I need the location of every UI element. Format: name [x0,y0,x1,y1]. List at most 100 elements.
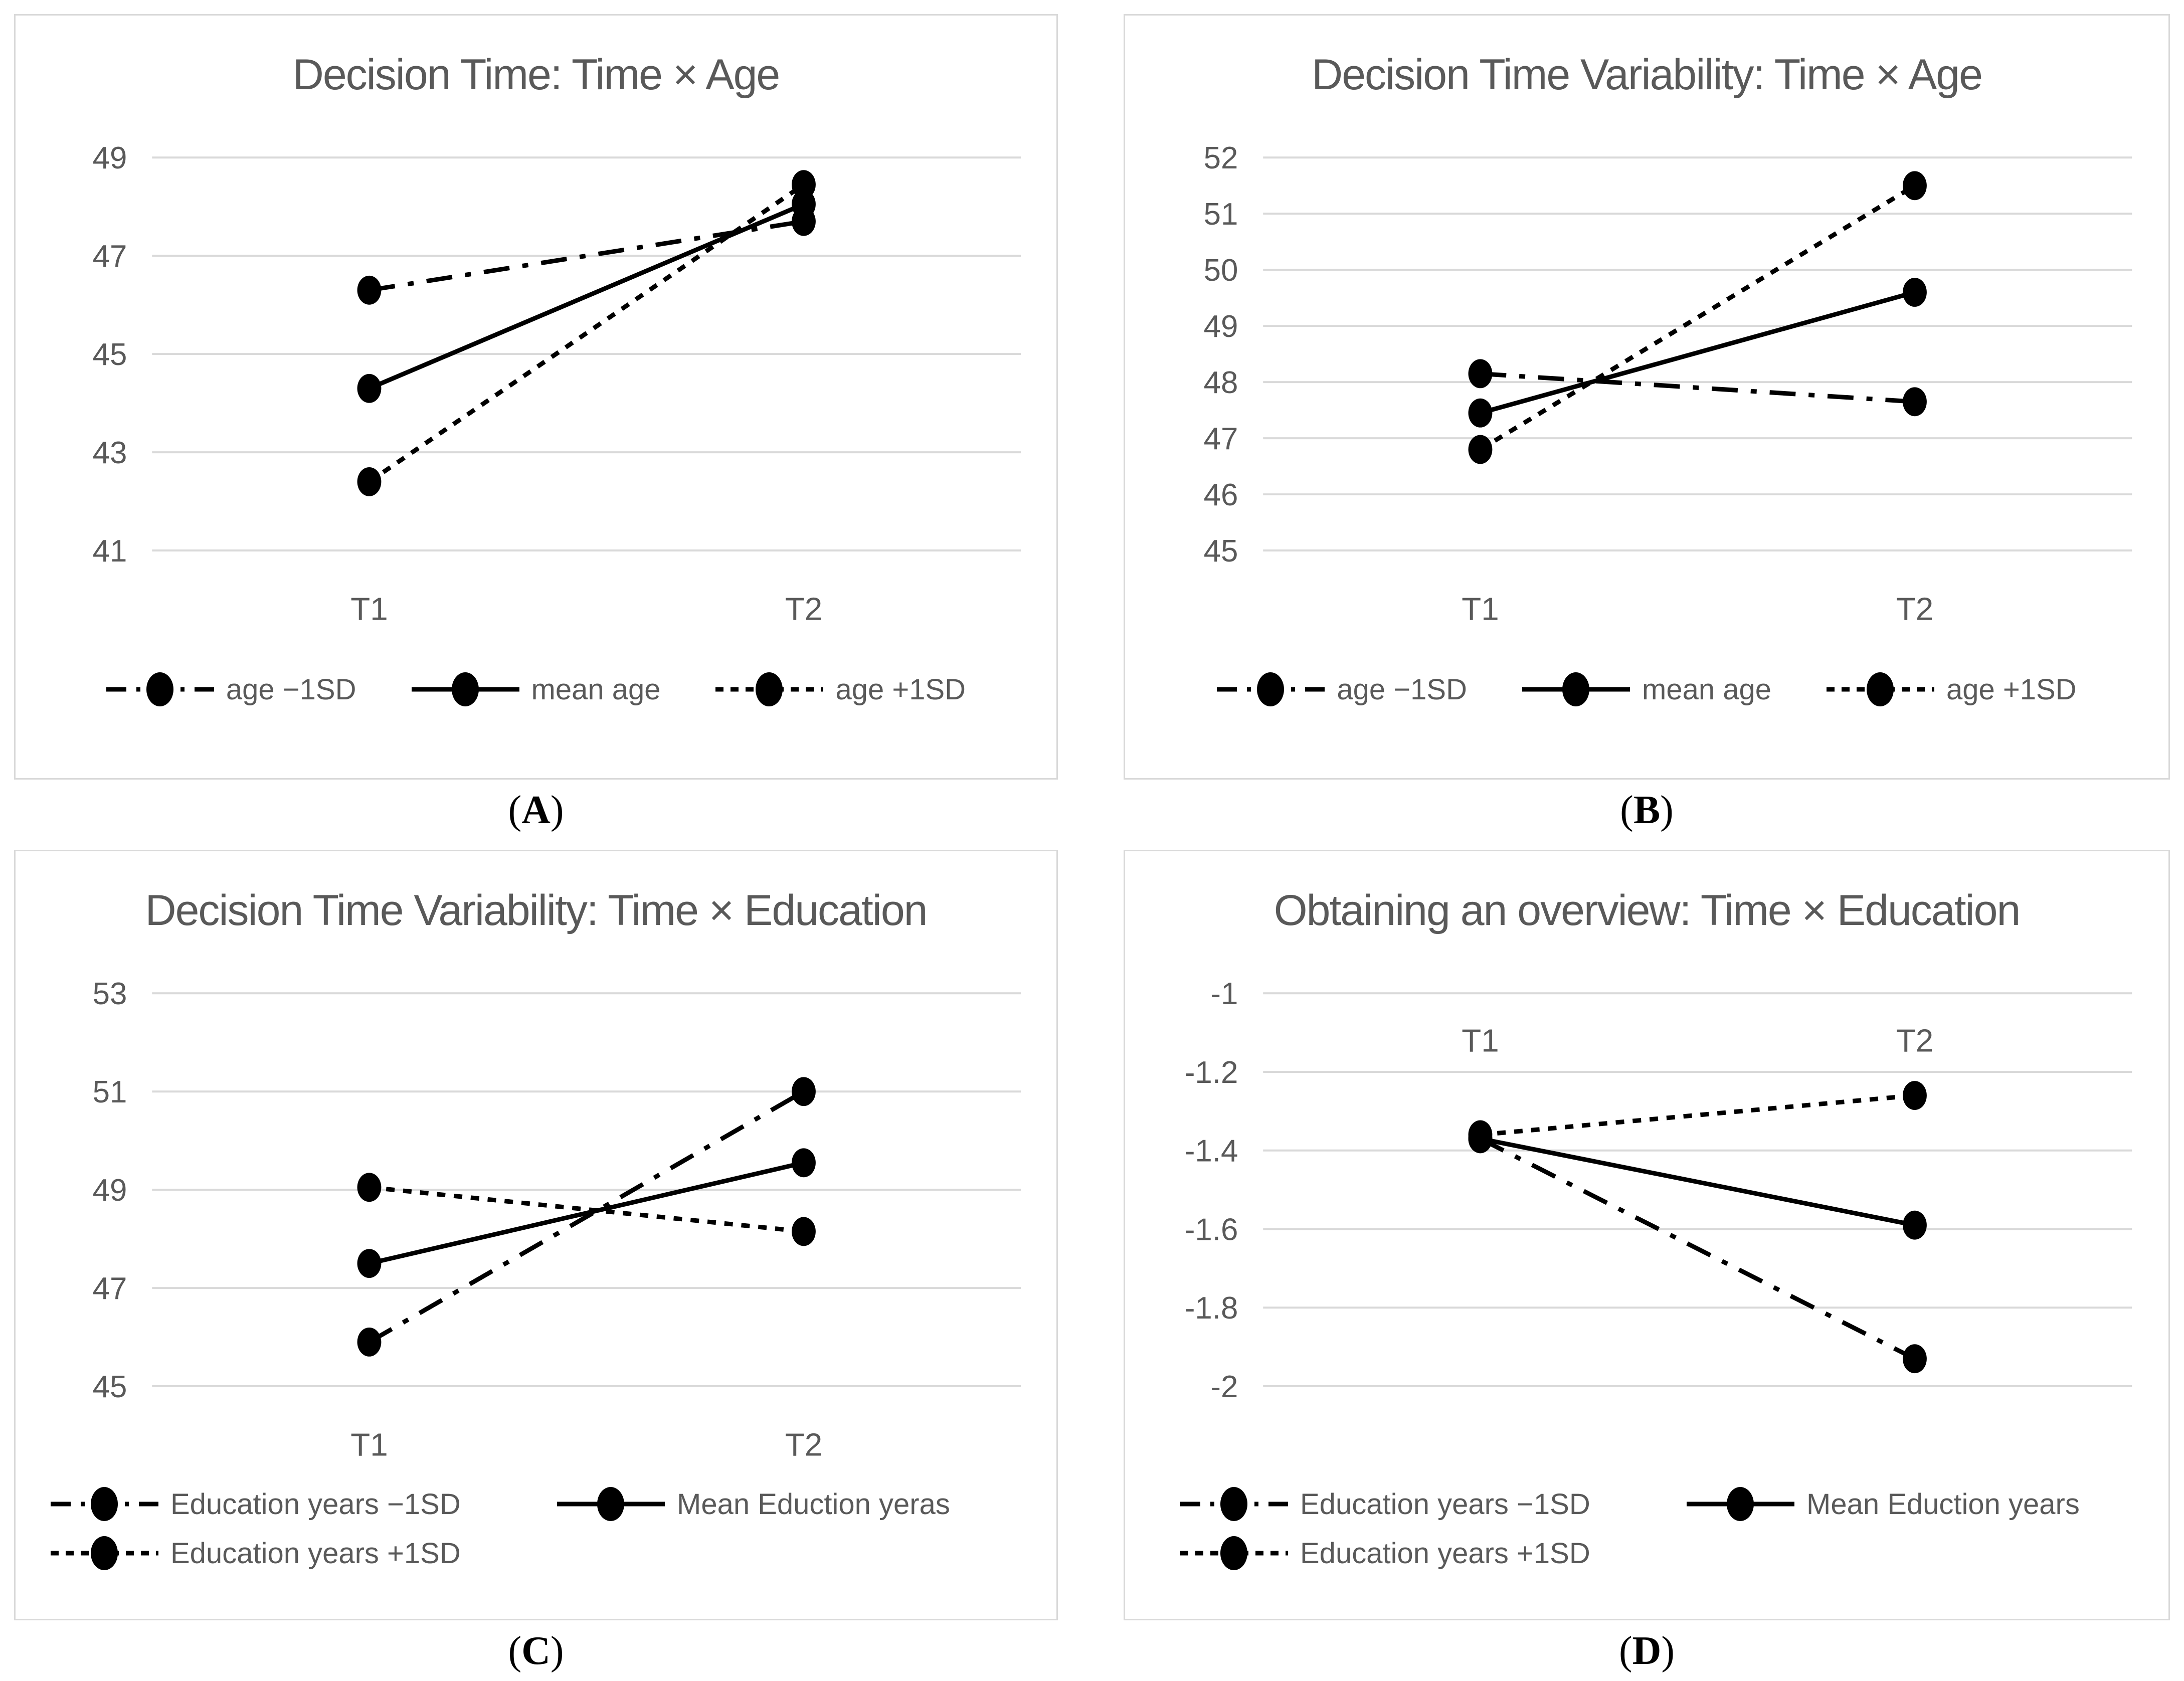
x-category-label: T1 [350,1427,388,1463]
series-line [1480,1137,1915,1228]
chart-legend-A: age −1SD mean age age +1SD [16,671,1056,707]
x-category-label: T1 [1462,1023,1499,1059]
y-tick-label: 49 [93,1173,127,1208]
legend-line-sample [106,672,214,707]
legend-entry: age +1SD [715,671,966,707]
legend-sample-marker [1220,1536,1247,1571]
legend-label: mean age [531,673,661,706]
data-point-marker [1468,1120,1492,1150]
series-line [1480,371,1915,405]
data-point-marker [1902,1211,1927,1240]
series-line [1480,1093,1915,1138]
y-tick-label: -1.6 [1184,1213,1238,1247]
legend-label: Education years −1SD [170,1487,461,1521]
legend-line-sample [51,1536,158,1571]
data-point-marker [1468,399,1492,428]
legend-entry: Education years +1SD [1180,1535,1687,1571]
series-line [369,1161,804,1266]
chart-plot-area-B: 52 51 50 49 48 47 46 45 T1 T2 [1203,141,2132,627]
caption-A: (A) [14,780,1058,850]
y-tick-label: 53 [93,977,127,1012]
y-tick-label: 47 [1203,422,1238,456]
chart-title-C: Decision Time Variability: Time × Educat… [145,886,928,935]
y-tick-label: 50 [1203,253,1238,288]
y-tick-label: 41 [93,534,127,569]
y-tick-label: 49 [1203,309,1238,344]
y-tick-label: 52 [1203,141,1238,176]
caption-paren: ) [550,788,564,832]
data-point-marker [792,1077,816,1106]
data-point-marker [357,1173,382,1202]
y-tick-label: -2 [1210,1370,1238,1404]
legend-sample-marker [1866,672,1894,707]
data-point-marker [357,276,382,305]
legend-entry: Education years +1SD [51,1535,557,1571]
legend-line-sample [1180,1536,1288,1571]
x-category-label: T2 [1896,591,1933,627]
series-line [1479,183,1916,452]
legend-sample-marker [1257,672,1285,707]
series-line [368,182,805,484]
chart-legend-B: age −1SD mean age age +1SD [1125,671,2168,707]
y-tick-label: 51 [1203,198,1238,232]
chart-title-B: Decision Time Variability: Time × Age [1312,51,1983,99]
series-line [368,202,805,391]
legend-label: age +1SD [835,673,966,706]
caption-paren: ( [508,1629,522,1673]
legend-entry: Mean Eduction years [1687,1486,2080,1522]
x-category-label: T2 [785,1427,822,1463]
legend-label: age −1SD [226,673,356,706]
legend-line-sample [411,672,519,707]
y-tick-label: 43 [93,436,127,470]
data-point-marker [792,1217,816,1246]
series-line [369,1185,804,1234]
legend-entry: age −1SD [1217,671,1467,707]
x-category-label: T1 [350,591,388,627]
y-tick-label: 45 [1203,534,1238,569]
caption-letter: C [521,1629,551,1673]
caption-B: (B) [1124,780,2170,850]
y-tick-label: 51 [93,1075,127,1109]
data-point-marker [1468,435,1492,464]
legend-label: Mean Eduction yeras [677,1487,950,1521]
data-point-marker [1902,387,1927,417]
caption-D: (D) [1124,1620,2170,1681]
legend-line-sample [51,1487,158,1522]
legend-sample-marker [1220,1487,1247,1522]
legend-line-sample [1522,672,1630,707]
legend-entry: mean age [411,671,661,707]
caption-C: (C) [14,1620,1058,1681]
chart-plot-area-D: -1 -1.2 -1.4 -1.6 -1.8 -2 T1 T2 [1184,977,2132,1404]
data-point-marker [357,467,382,497]
legend-sample-marker [756,672,783,707]
caption-letter: D [1632,1629,1662,1673]
y-tick-label: -1.8 [1184,1291,1238,1326]
y-tick-label: 47 [93,239,127,274]
caption-letter: A [521,788,551,832]
y-tick-label: -1.4 [1184,1134,1238,1169]
y-tick-label: 47 [93,1271,127,1306]
chart-title-D: Obtaining an overview: Time × Education [1273,886,2021,935]
data-point-marker [792,170,816,200]
legend-sample-marker [597,1487,624,1522]
y-tick-label: 48 [1203,365,1238,400]
legend-entry: mean age [1522,671,1771,707]
caption-paren: ( [1618,1629,1632,1673]
y-tick-label: 45 [93,337,127,372]
legend-line-sample [557,1487,665,1522]
legend-entry: age −1SD [106,671,356,707]
data-point-marker [357,374,382,403]
panel-D: Obtaining an overview: Time × Education … [1124,850,2170,1620]
series-line [368,1089,805,1345]
legend-sample-marker [91,1536,118,1571]
legend-label: Education years +1SD [1300,1537,1590,1570]
caption-paren: ( [1620,788,1633,832]
y-tick-label: -1 [1210,977,1238,1012]
y-tick-label: 45 [93,1370,127,1404]
legend-entry: Mean Eduction yeras [557,1486,950,1522]
y-tick-label: -1.2 [1184,1055,1238,1090]
panel-B: Decision Time Variability: Time × Age 52… [1124,14,2170,780]
chart-legend-C: Education years −1SD Mean Eduction yeras E… [51,1486,950,1571]
